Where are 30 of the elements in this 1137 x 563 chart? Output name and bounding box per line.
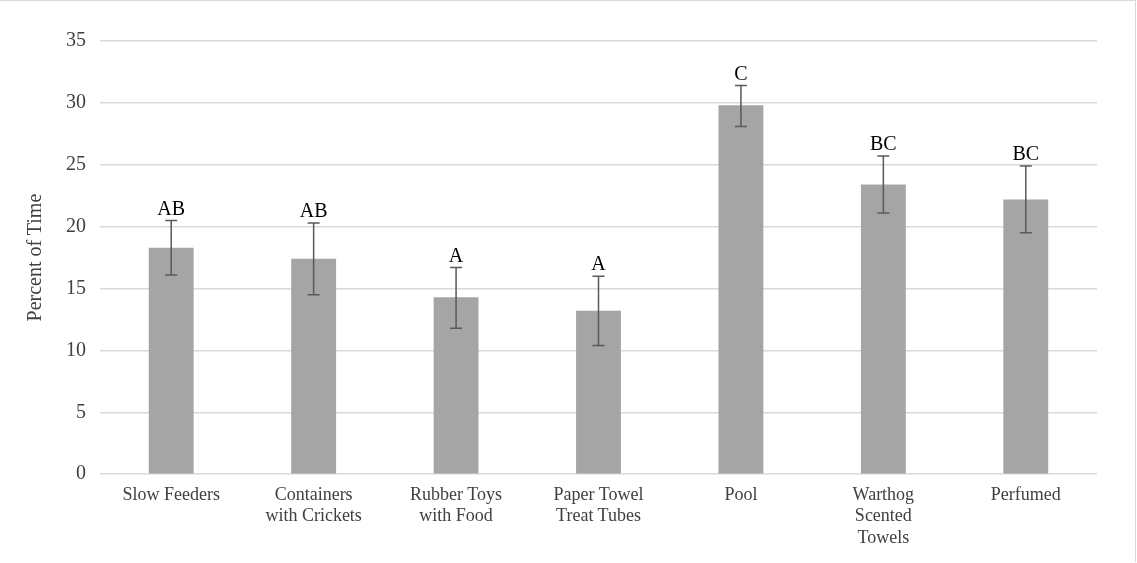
annotation: C <box>734 61 748 84</box>
y-tick-label: 15 <box>66 275 86 298</box>
bar <box>576 310 621 474</box>
annotation: AB <box>299 199 328 222</box>
x-tick-label: Perfumed <box>990 483 1061 504</box>
y-tick-label: 35 <box>66 28 86 51</box>
bar <box>291 258 337 474</box>
annotation: A <box>591 252 607 275</box>
bar <box>148 247 194 474</box>
bar <box>433 297 479 474</box>
y-axis-title: Percent of Time <box>23 193 46 322</box>
x-tick-label: Pool <box>724 483 758 504</box>
y-tick-label: 30 <box>66 90 86 113</box>
x-tick-label: Paper Towel Treat Tubes <box>553 483 644 526</box>
annotation: AB <box>157 196 186 219</box>
x-tick-label: Slow Feeders <box>122 483 220 504</box>
x-tick-label: Rubber Toys with Food <box>410 483 503 526</box>
annotation: A <box>448 243 464 266</box>
y-tick-label: 20 <box>66 213 86 236</box>
annotation: BC <box>1012 142 1040 165</box>
x-tick-label: Warthog Scented Towels <box>852 483 915 547</box>
y-tick-label: 5 <box>76 399 86 422</box>
y-tick-label: 0 <box>76 461 86 484</box>
bar <box>718 105 764 474</box>
bar <box>860 184 906 474</box>
bar <box>1003 199 1049 474</box>
y-tick-label: 25 <box>66 152 86 175</box>
x-tick-label: Containers with Crickets <box>265 483 362 526</box>
y-tick-label: 10 <box>66 337 86 360</box>
annotation: BC <box>870 132 897 155</box>
